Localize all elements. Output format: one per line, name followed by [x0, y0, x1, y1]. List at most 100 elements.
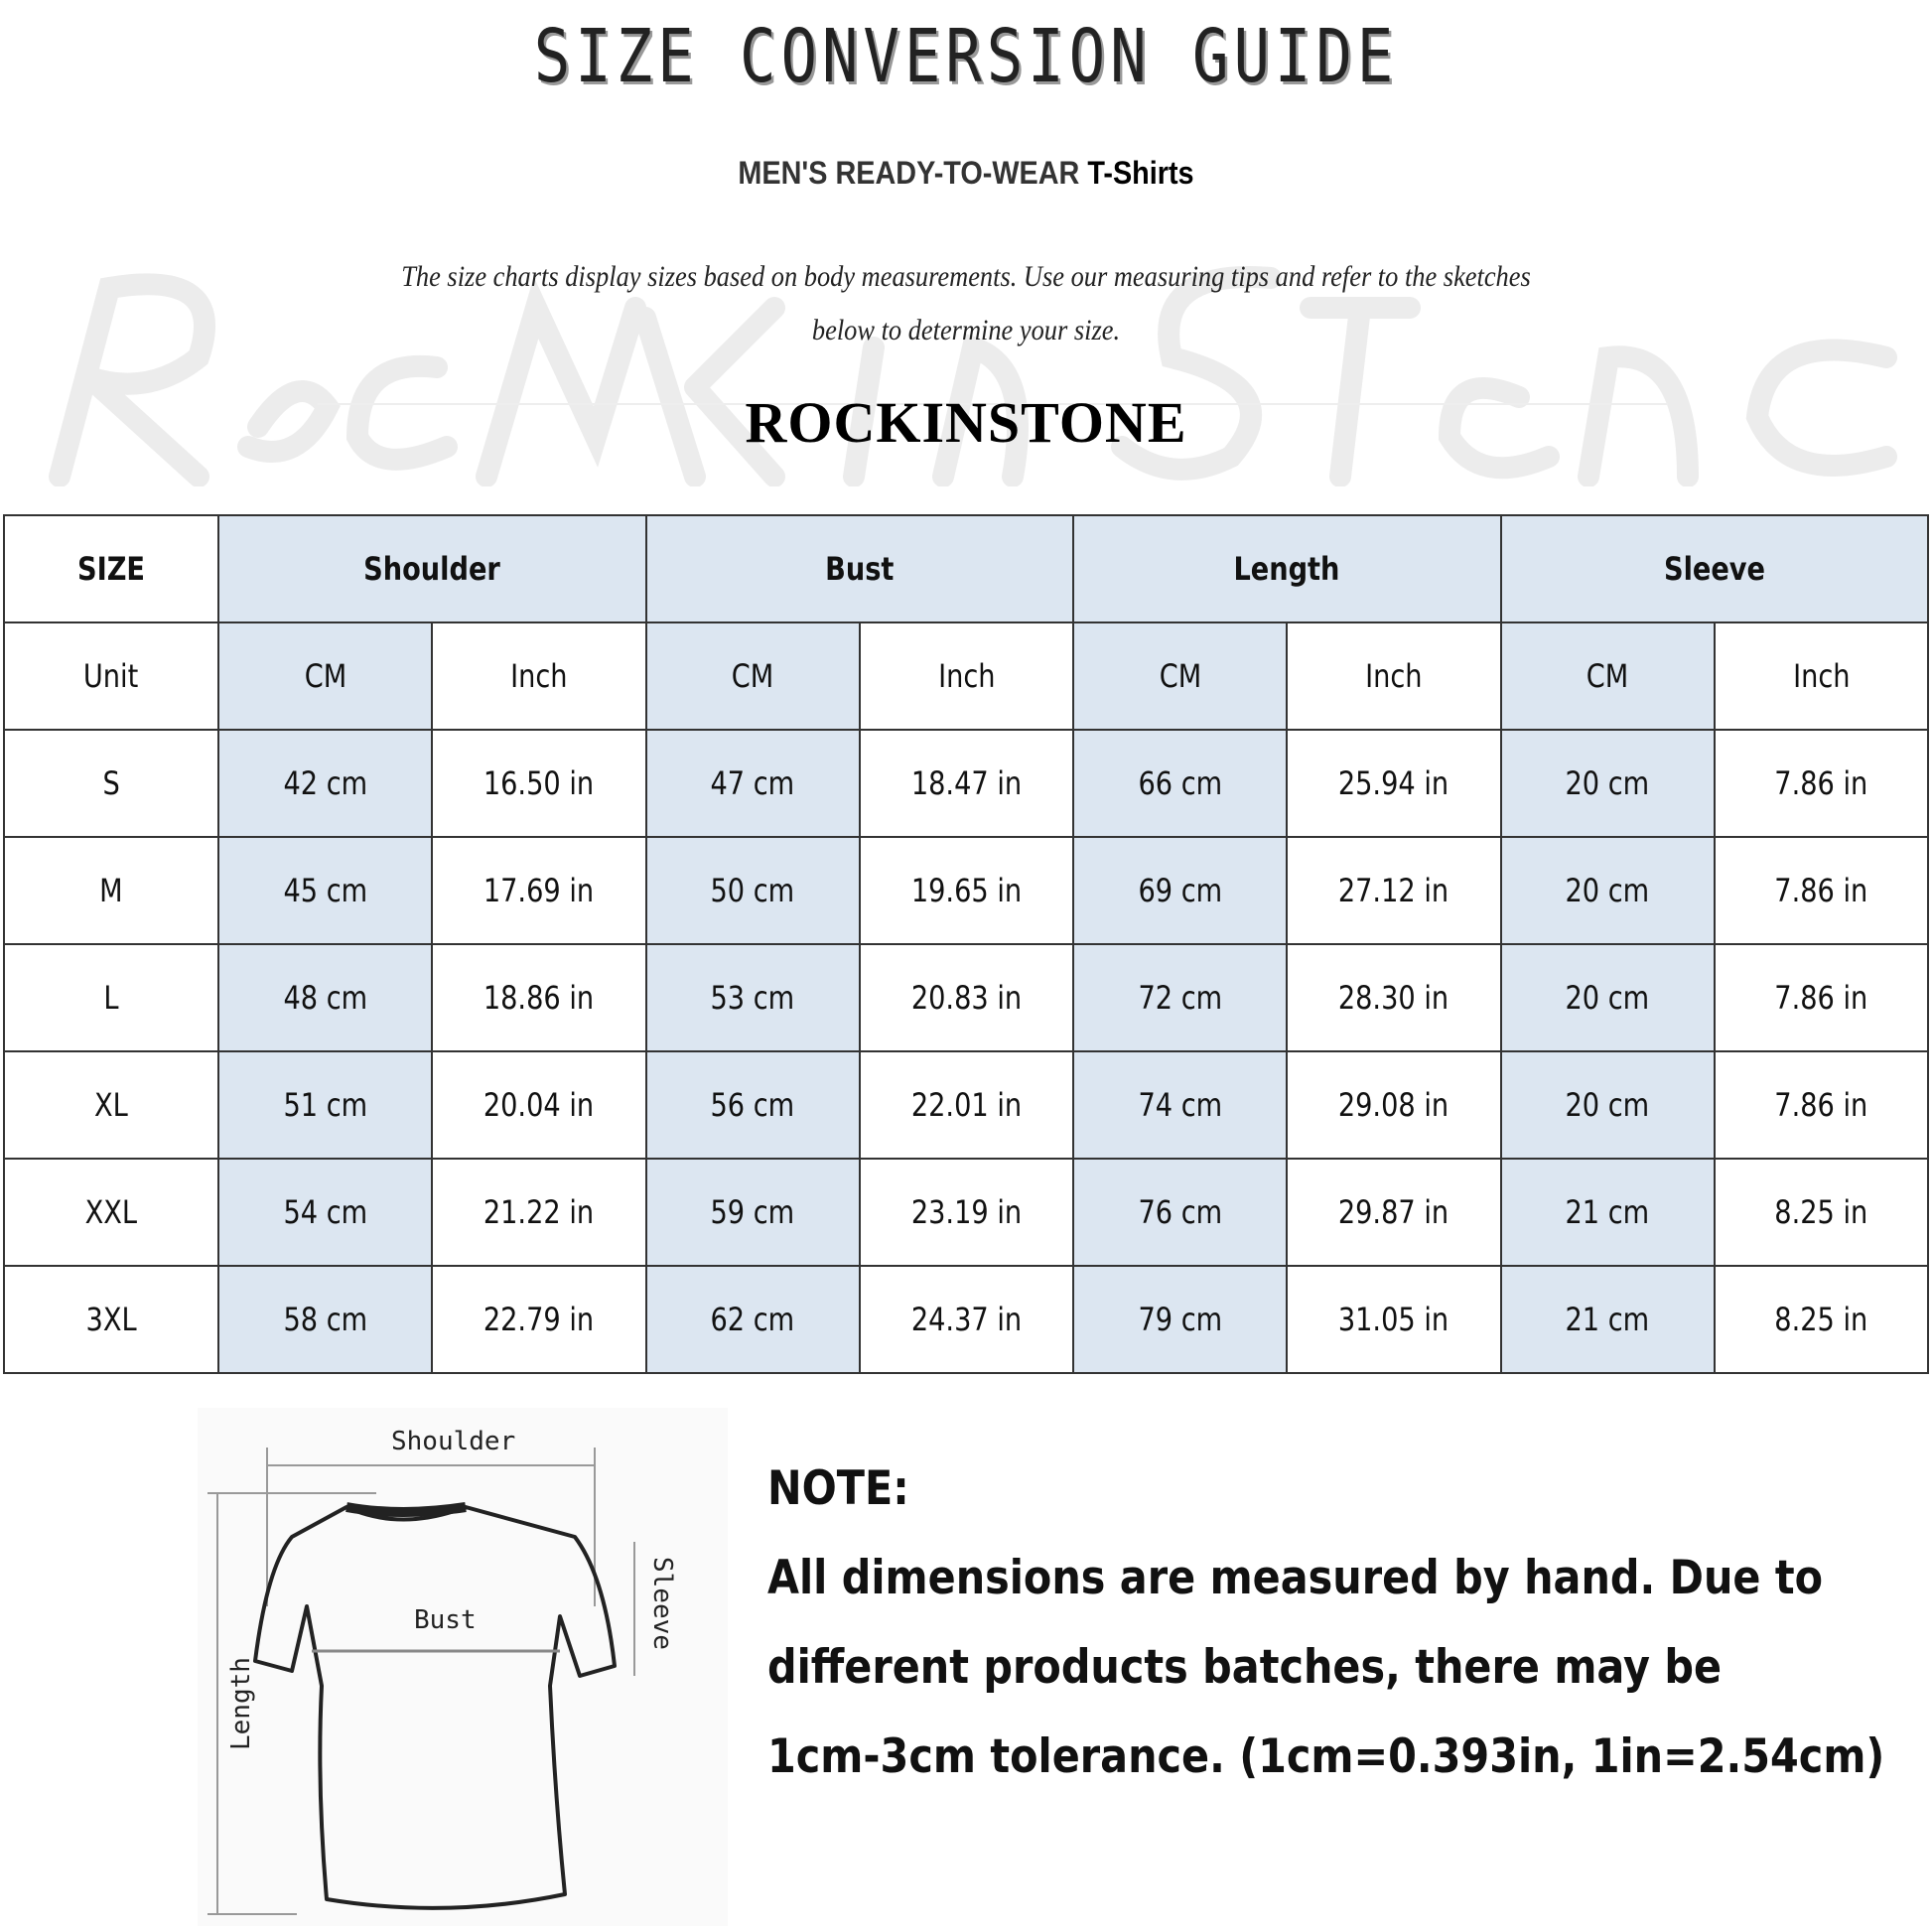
cell-text: Bust — [825, 550, 895, 588]
table-cell: 58 cm — [216, 1265, 434, 1374]
cell-text: Inch — [937, 657, 996, 695]
cell-text: 21.22 in — [483, 1193, 595, 1231]
cell-text: 16.50 in — [483, 764, 595, 802]
table-cell: 23.19 in — [858, 1158, 1075, 1267]
intro-line-2: below to determine your size. — [811, 314, 1121, 346]
cell-text: 8.25 in — [1774, 1193, 1868, 1231]
note: NOTE: All dimensions are measured by han… — [767, 1445, 1919, 1802]
table-cell: 8.25 in — [1713, 1158, 1930, 1267]
cell-text: 7.86 in — [1774, 872, 1868, 909]
cell-text: Unit — [83, 657, 139, 695]
table-cell: 56 cm — [644, 1050, 861, 1160]
cell-text: 7.86 in — [1774, 1086, 1868, 1124]
cell-text: 50 cm — [710, 872, 795, 909]
table-cell: 59 cm — [644, 1158, 861, 1267]
cell-text: 20.83 in — [910, 979, 1023, 1017]
cell-text: 17.69 in — [483, 872, 595, 909]
cell-text: 42 cm — [283, 764, 367, 802]
table-cell: 69 cm — [1071, 836, 1289, 945]
column-header: Length — [1072, 514, 1502, 623]
cell-text: 20 cm — [1565, 979, 1650, 1017]
table-cell: 54 cm — [216, 1158, 434, 1267]
cell-text: CM — [304, 657, 346, 695]
sketch-label-length: Length — [226, 1657, 256, 1750]
cell-text: 19.65 in — [910, 872, 1023, 909]
column-header: SIZE — [3, 514, 219, 623]
cell-text: 59 cm — [710, 1193, 795, 1231]
table-cell: 7.86 in — [1713, 729, 1930, 838]
cell-text: 45 cm — [283, 872, 367, 909]
table-cell: 20 cm — [1499, 943, 1716, 1052]
table-cell: 72 cm — [1071, 943, 1289, 1052]
cell-text: 48 cm — [283, 979, 367, 1017]
header-row: SIZE Shoulder Bust Length Sleeve — [3, 514, 1929, 623]
table-row: M 45 cm 17.69 in 50 cm 19.65 in 69 cm 27.12 in… — [3, 836, 1930, 945]
table-cell: 7.86 in — [1713, 1050, 1930, 1160]
cell-text: 18.86 in — [483, 979, 595, 1017]
size-label: L — [3, 943, 219, 1052]
size-label: S — [3, 729, 219, 838]
table-cell: 29.87 in — [1286, 1158, 1502, 1267]
note-line: different products batches, there may be — [767, 1640, 1723, 1695]
table-cell: 21.22 in — [431, 1158, 647, 1267]
table-cell: 20.83 in — [858, 943, 1075, 1052]
table-cell: 29.08 in — [1286, 1050, 1502, 1160]
cell-text: CM — [1159, 657, 1201, 695]
table-cell: 74 cm — [1071, 1050, 1289, 1160]
cell-text: XL — [94, 1086, 128, 1124]
cell-text: 79 cm — [1138, 1301, 1222, 1338]
cell-text: 29.87 in — [1338, 1193, 1449, 1231]
table-cell: 45 cm — [216, 836, 434, 945]
table-row: 3XL 58 cm 22.79 in 62 cm 24.37 in 79 cm 31.05 … — [3, 1265, 1930, 1374]
table-cell: 19.65 in — [858, 836, 1075, 945]
note-line: 1cm-3cm tolerance. (1cm=0.393in, 1in=2.5… — [767, 1729, 1885, 1784]
cell-text: XXL — [84, 1193, 138, 1231]
table-row: L 48 cm 18.86 in 53 cm 20.83 in 72 cm 28.30 in… — [3, 943, 1930, 1052]
unit-header: Inch — [1713, 621, 1930, 731]
unit-header: CM — [1499, 621, 1716, 731]
cell-text: 23.19 in — [910, 1193, 1023, 1231]
table-cell: 8.25 in — [1713, 1265, 1930, 1374]
cell-text: 7.86 in — [1774, 764, 1868, 802]
table-cell: 20.04 in — [431, 1050, 647, 1160]
table-row: XL 51 cm 20.04 in 56 cm 22.01 in 74 cm 29.08 i… — [3, 1050, 1930, 1160]
unit-header: CM — [1071, 621, 1289, 731]
table-cell: 22.79 in — [431, 1265, 647, 1374]
subtitle: MEN'S READY-TO-WEAR T-Shirts — [96, 155, 1835, 192]
cell-text: CM — [1586, 657, 1629, 695]
cell-text: 22.79 in — [483, 1301, 595, 1338]
table-cell: 22.01 in — [858, 1050, 1075, 1160]
cell-text: 51 cm — [283, 1086, 367, 1124]
table-cell: 51 cm — [216, 1050, 434, 1160]
table-cell: 53 cm — [644, 943, 861, 1052]
size-table: SIZE Shoulder Bust Length Sleeve Unit CM Inch CM… — [3, 514, 1930, 1374]
brand-name: ROCKINSTONE — [745, 390, 1187, 455]
cell-text: 20 cm — [1565, 1086, 1650, 1124]
unit-header: CM — [644, 621, 861, 731]
note-heading: NOTE: — [767, 1461, 909, 1516]
cell-text: 20 cm — [1565, 764, 1650, 802]
cell-text: 8.25 in — [1774, 1301, 1868, 1338]
cell-text: 24.37 in — [910, 1301, 1023, 1338]
sketch-label-shoulder: Shoulder — [391, 1427, 515, 1456]
intro-line-1: The size charts display sizes based on b… — [401, 260, 1531, 293]
size-label: XL — [3, 1050, 219, 1160]
cell-text: Inch — [510, 657, 568, 695]
sketch-label-sleeve: Sleeve — [647, 1557, 677, 1650]
cell-text: Length — [1233, 550, 1340, 588]
cell-text: SIZE — [76, 550, 145, 588]
table-row: S 42 cm 16.50 in 47 cm 18.47 in 66 cm 25.94 in… — [3, 729, 1930, 838]
divider — [318, 403, 1668, 405]
table-cell: 47 cm — [644, 729, 861, 838]
cell-text: 56 cm — [710, 1086, 795, 1124]
cell-text: 25.94 in — [1338, 764, 1449, 802]
column-header: Bust — [644, 514, 1074, 623]
cell-text: 69 cm — [1138, 872, 1222, 909]
cell-text: CM — [731, 657, 774, 695]
subtitle-main: MEN'S READY-TO-WEAR — [738, 155, 1080, 191]
table-cell: 20 cm — [1499, 836, 1716, 945]
cell-text: 18.47 in — [910, 764, 1023, 802]
size-label: M — [3, 836, 219, 945]
column-header: Shoulder — [217, 514, 647, 623]
cell-text: Sleeve — [1663, 550, 1765, 588]
